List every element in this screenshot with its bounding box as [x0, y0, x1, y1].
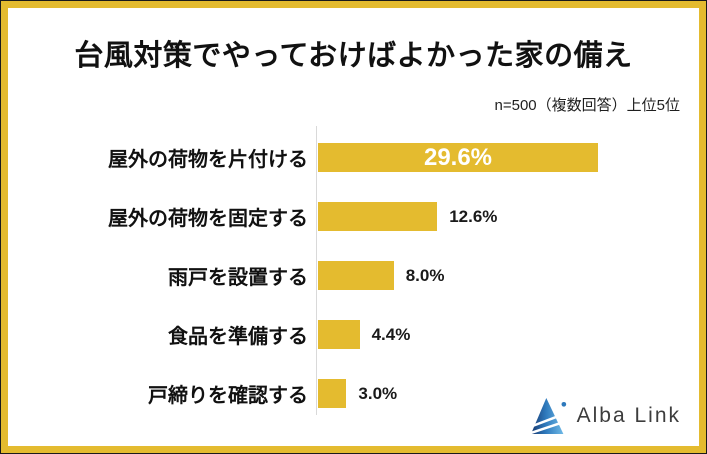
bar-row: 屋外の荷物を固定する 12.6% [8, 187, 699, 246]
alba-link-logo-text: Alba Link [576, 404, 681, 427]
bar-row: 食品を準備する 4.4% [8, 305, 699, 364]
value-label: 8.0% [405, 265, 445, 285]
bar-putaway-outdoor-items: 29.6% [318, 143, 598, 172]
category-label: 屋外の荷物を固定する [108, 208, 308, 230]
value-label: 29.6% [423, 143, 493, 171]
bar-check-locks [318, 379, 347, 408]
bar-chart: 屋外の荷物を片付ける 29.6% 屋外の荷物を固定する 12.6% 雨戸を設置す… [8, 126, 699, 425]
bar-area: 3.0% [318, 379, 699, 408]
bar-prepare-food [318, 320, 360, 349]
sample-size-note: n=500（複数回答）上位5位 [494, 97, 680, 114]
alba-link-logo: Alba Link [530, 396, 681, 436]
value-label: 4.4% [371, 324, 411, 344]
category-label: 食品を準備する [168, 326, 308, 348]
bar-secure-outdoor-items [318, 202, 438, 231]
bar-install-storm-shutters [318, 261, 394, 290]
bar-row: 戸締りを確認する 3.0% [8, 364, 699, 423]
axis-line [316, 126, 317, 415]
bar-area: 12.6% [318, 202, 699, 231]
category-label: 雨戸を設置する [168, 267, 308, 289]
chart-title: 台風対策でやっておけばよかった家の備え [74, 40, 633, 72]
value-label: 12.6% [449, 206, 498, 226]
bar-area: 4.4% [318, 320, 699, 349]
value-label: 3.0% [358, 383, 398, 403]
alba-link-logo-icon [530, 398, 567, 435]
bar-row: 屋外の荷物を片付ける 29.6% [8, 128, 699, 187]
category-label: 戸締りを確認する [148, 385, 308, 407]
category-label: 屋外の荷物を片付ける [108, 149, 308, 171]
bar-area: 29.6% [318, 143, 699, 172]
bar-row: 雨戸を設置する 8.0% [8, 246, 699, 305]
bar-area: 8.0% [318, 261, 699, 290]
